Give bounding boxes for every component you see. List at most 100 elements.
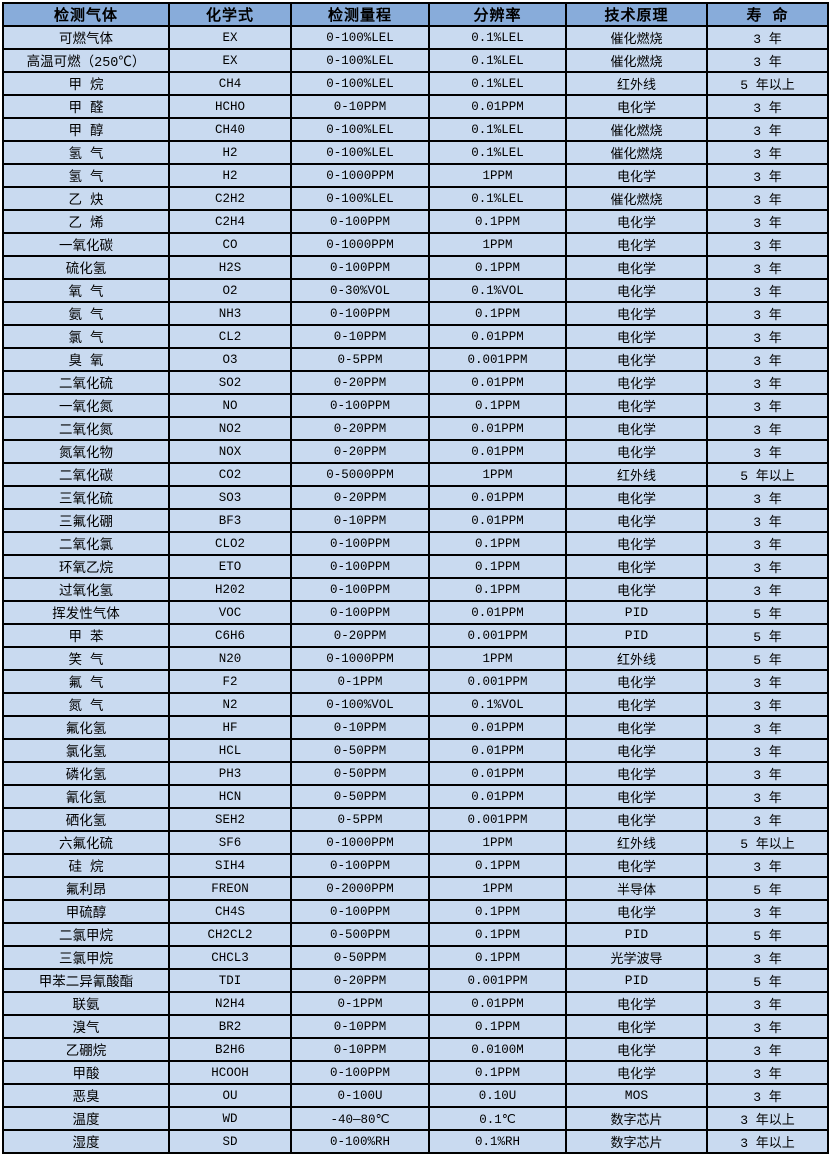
formula-cell: PH3 <box>168 761 292 786</box>
formula-cell: C6H6 <box>168 623 292 648</box>
principle-cell: 电化学 <box>565 416 708 441</box>
resolution-cell: 0.1PPM <box>428 945 567 970</box>
gas-name-cell: 笑 气 <box>2 646 170 671</box>
resolution-cell: 0.1PPM <box>428 577 567 602</box>
table-row: 硒化氢 SEH2 0-5PPM 0.001PPM 电化学 3 年 <box>2 807 829 832</box>
range-cell: 0-100PPM <box>290 393 430 418</box>
gas-name-cell: 溴气 <box>2 1014 170 1039</box>
formula-cell: WD <box>168 1106 292 1131</box>
gas-name-cell: 氟 气 <box>2 669 170 694</box>
table-row: 氢 气 H2 0-1000PPM 1PPM 电化学 3 年 <box>2 163 829 188</box>
formula-cell: SO2 <box>168 370 292 395</box>
formula-cell: SF6 <box>168 830 292 855</box>
principle-cell: 数字芯片 <box>565 1106 708 1131</box>
table-row: 溴气 BR2 0-10PPM 0.1PPM 电化学 3 年 <box>2 1014 829 1039</box>
range-cell: 0-50PPM <box>290 784 430 809</box>
formula-cell: CH4 <box>168 71 292 96</box>
lifespan-cell: 3 年 <box>706 48 829 73</box>
formula-cell: C2H4 <box>168 209 292 234</box>
gas-name-cell: 甲 苯 <box>2 623 170 648</box>
table-row: 乙 烯 C2H4 0-100PPM 0.1PPM 电化学 3 年 <box>2 209 829 234</box>
gas-name-cell: 高温可燃（250℃） <box>2 48 170 73</box>
table-row: 氮氧化物 NOX 0-20PPM 0.01PPM 电化学 3 年 <box>2 439 829 464</box>
range-cell: 0-1PPM <box>290 669 430 694</box>
formula-cell: NO2 <box>168 416 292 441</box>
column-header-principle: 技术原理 <box>565 2 708 27</box>
range-cell: 0-100%VOL <box>290 692 430 717</box>
range-cell: 0-100U <box>290 1083 430 1108</box>
table-row: 一氧化碳 CO 0-1000PPM 1PPM 电化学 3 年 <box>2 232 829 257</box>
lifespan-cell: 3 年以上 <box>706 1106 829 1131</box>
gas-name-cell: 氧 气 <box>2 278 170 303</box>
range-cell: 0-50PPM <box>290 738 430 763</box>
table-row: 甲 醛 HCHO 0-10PPM 0.01PPM 电化学 3 年 <box>2 94 829 119</box>
range-cell: 0-10PPM <box>290 508 430 533</box>
gas-name-cell: 氯 气 <box>2 324 170 349</box>
table-row: 可燃气体 EX 0-100%LEL 0.1%LEL 催化燃烧 3 年 <box>2 25 829 50</box>
range-cell: -40—80℃ <box>290 1106 430 1131</box>
range-cell: 0-500PPM <box>290 922 430 947</box>
table-row: 氧 气 O2 0-30%VOL 0.1%VOL 电化学 3 年 <box>2 278 829 303</box>
table-row: 二氧化氮 NO2 0-20PPM 0.01PPM 电化学 3 年 <box>2 416 829 441</box>
table-row: 乙 炔 C2H2 0-100%LEL 0.1%LEL 催化燃烧 3 年 <box>2 186 829 211</box>
resolution-cell: 0.01PPM <box>428 738 567 763</box>
lifespan-cell: 3 年以上 <box>706 1129 829 1154</box>
principle-cell: 电化学 <box>565 715 708 740</box>
lifespan-cell: 3 年 <box>706 393 829 418</box>
formula-cell: OU <box>168 1083 292 1108</box>
lifespan-cell: 3 年 <box>706 117 829 142</box>
table-row: 二氧化硫 SO2 0-20PPM 0.01PPM 电化学 3 年 <box>2 370 829 395</box>
resolution-cell: 0.001PPM <box>428 968 567 993</box>
formula-cell: CHCL3 <box>168 945 292 970</box>
formula-cell: BF3 <box>168 508 292 533</box>
formula-cell: F2 <box>168 669 292 694</box>
resolution-cell: 0.1PPM <box>428 853 567 878</box>
range-cell: 0-5000PPM <box>290 462 430 487</box>
gas-name-cell: 三氟化硼 <box>2 508 170 533</box>
table-row: 三氟化硼 BF3 0-10PPM 0.01PPM 电化学 3 年 <box>2 508 829 533</box>
principle-cell: 电化学 <box>565 761 708 786</box>
lifespan-cell: 5 年 <box>706 922 829 947</box>
principle-cell: PID <box>565 968 708 993</box>
lifespan-cell: 3 年 <box>706 945 829 970</box>
range-cell: 0-1000PPM <box>290 163 430 188</box>
formula-cell: ETO <box>168 554 292 579</box>
gas-name-cell: 氰化氢 <box>2 784 170 809</box>
principle-cell: 电化学 <box>565 439 708 464</box>
formula-cell: BR2 <box>168 1014 292 1039</box>
formula-cell: NOX <box>168 439 292 464</box>
range-cell: 0-100%RH <box>290 1129 430 1154</box>
gas-name-cell: 磷化氢 <box>2 761 170 786</box>
gas-name-cell: 三氧化硫 <box>2 485 170 510</box>
formula-cell: CL2 <box>168 324 292 349</box>
principle-cell: 电化学 <box>565 209 708 234</box>
resolution-cell: 0.1%LEL <box>428 140 567 165</box>
principle-cell: 电化学 <box>565 554 708 579</box>
column-header-gas: 检测气体 <box>2 2 170 27</box>
principle-cell: 电化学 <box>565 485 708 510</box>
resolution-cell: 0.1PPM <box>428 899 567 924</box>
lifespan-cell: 3 年 <box>706 94 829 119</box>
table-row: 氯 气 CL2 0-10PPM 0.01PPM 电化学 3 年 <box>2 324 829 349</box>
table-row: 氟化氢 HF 0-10PPM 0.01PPM 电化学 3 年 <box>2 715 829 740</box>
formula-cell: B2H6 <box>168 1037 292 1062</box>
range-cell: 0-100PPM <box>290 600 430 625</box>
gas-name-cell: 乙 炔 <box>2 186 170 211</box>
resolution-cell: 0.001PPM <box>428 347 567 372</box>
lifespan-cell: 3 年 <box>706 853 829 878</box>
column-header-range: 检测量程 <box>290 2 430 27</box>
range-cell: 0-100%LEL <box>290 71 430 96</box>
principle-cell: 电化学 <box>565 1060 708 1085</box>
gas-name-cell: 联氨 <box>2 991 170 1016</box>
lifespan-cell: 3 年 <box>706 784 829 809</box>
formula-cell: HCN <box>168 784 292 809</box>
formula-cell: VOC <box>168 600 292 625</box>
lifespan-cell: 5 年 <box>706 623 829 648</box>
table-row: 三氯甲烷 CHCL3 0-50PPM 0.1PPM 光学波导 3 年 <box>2 945 829 970</box>
principle-cell: MOS <box>565 1083 708 1108</box>
gas-name-cell: 甲苯二异氰酸酯 <box>2 968 170 993</box>
resolution-cell: 0.01PPM <box>428 761 567 786</box>
table-row: 乙硼烷 B2H6 0-10PPM 0.0100M 电化学 3 年 <box>2 1037 829 1062</box>
gas-name-cell: 甲酸 <box>2 1060 170 1085</box>
formula-cell: FREON <box>168 876 292 901</box>
